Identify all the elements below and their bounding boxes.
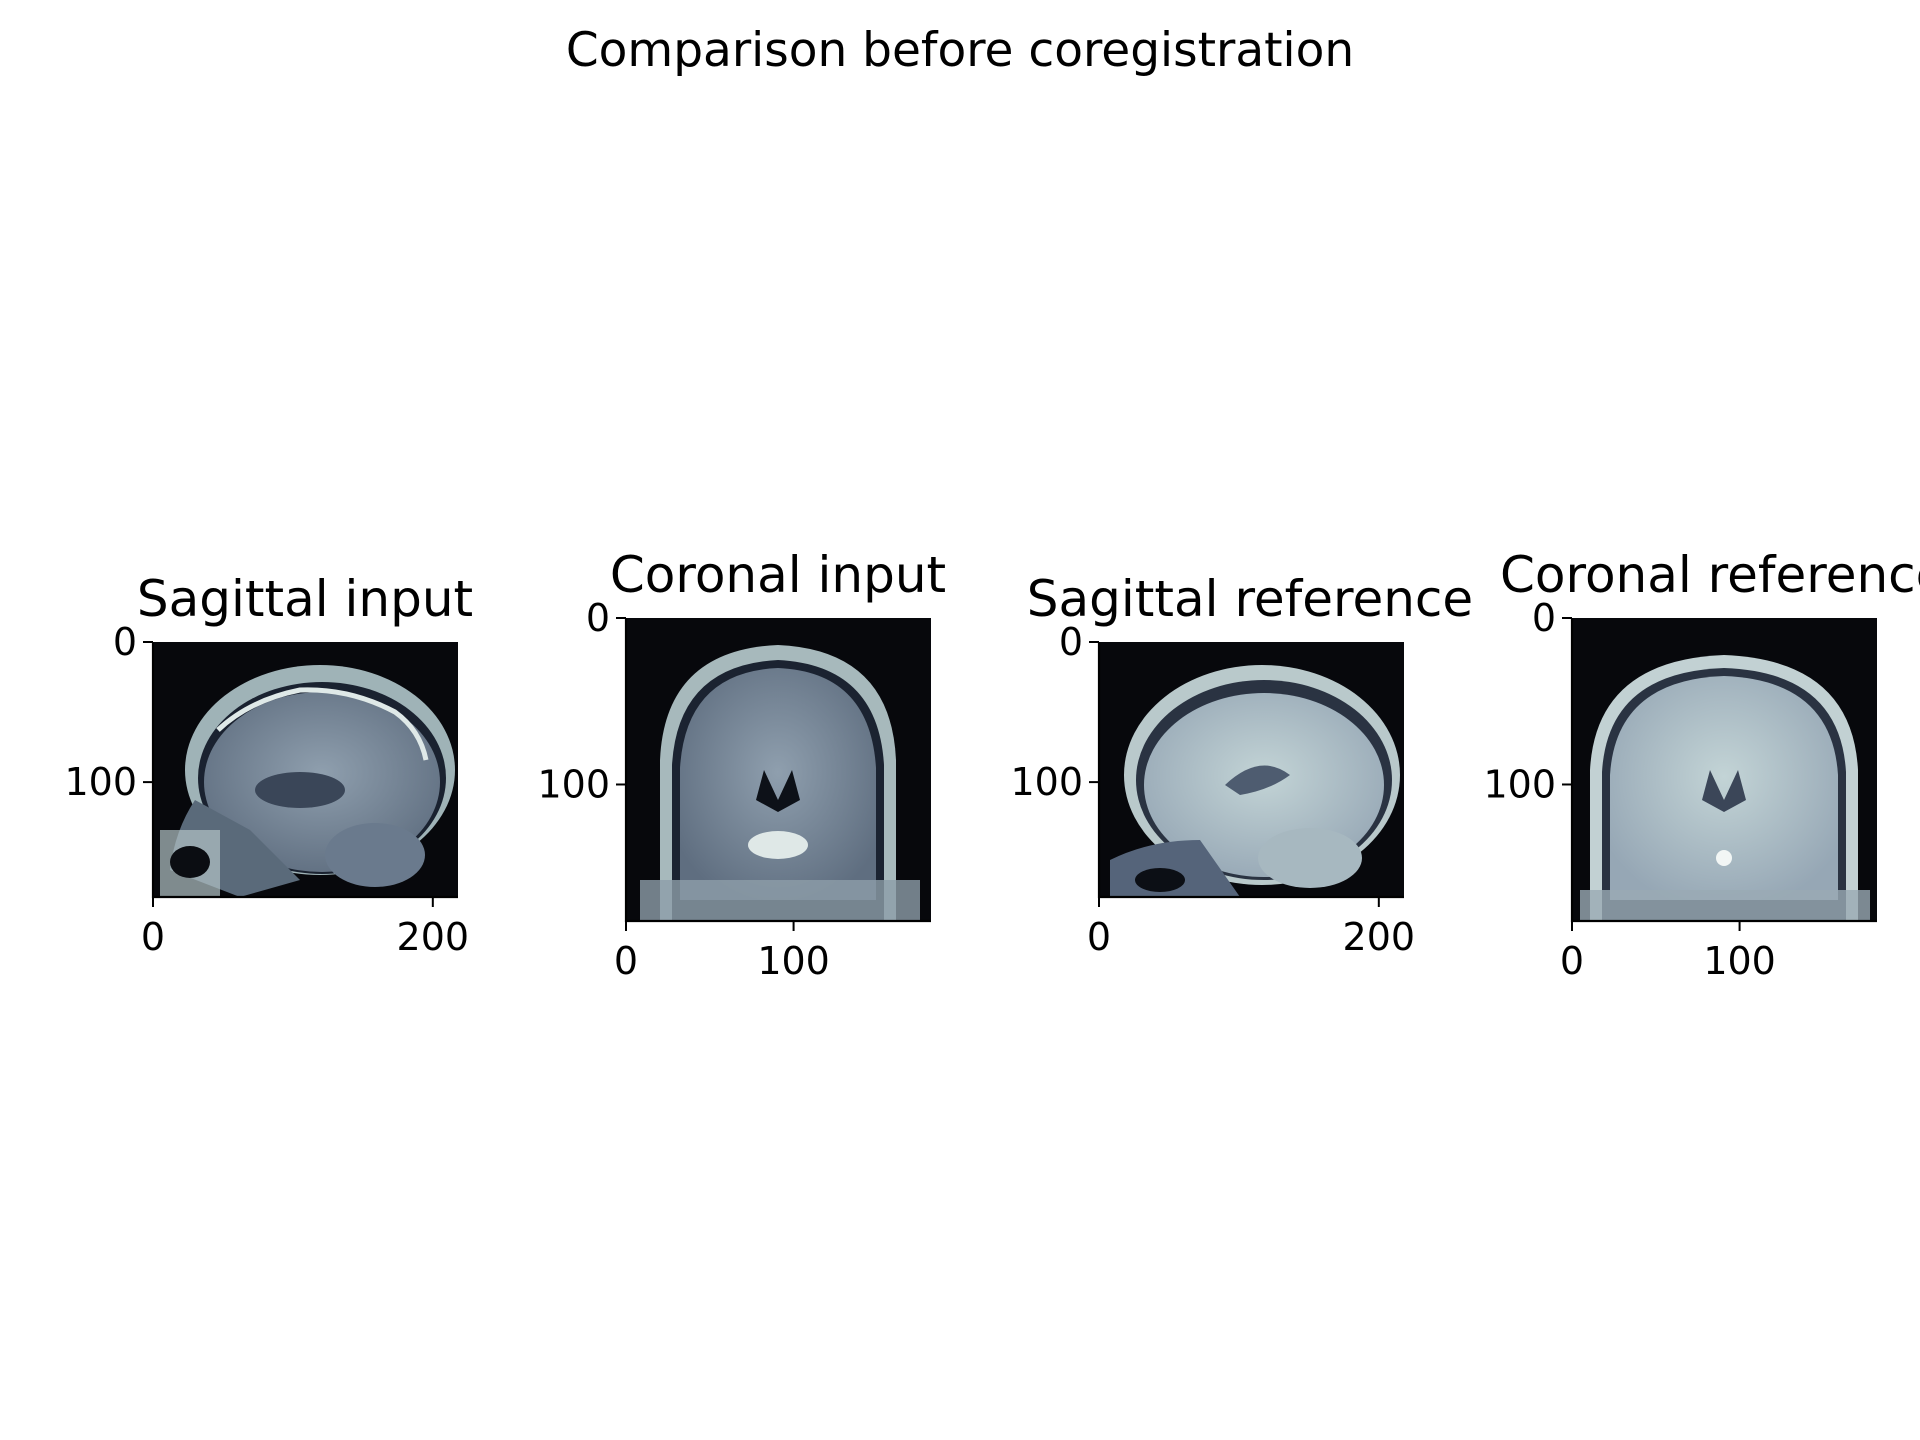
coronal-reference-slice [1580, 655, 1870, 921]
y-tick-label: 0 [586, 596, 610, 640]
x-tick-label: 0 [614, 939, 638, 983]
x-tick-label: 0 [1560, 939, 1584, 983]
x-tick-label: 100 [757, 939, 830, 983]
y-tick-label: 0 [113, 620, 137, 664]
y-tick-label: 0 [1532, 596, 1556, 640]
sagittal-input-slice [160, 665, 455, 897]
y-tick-label: 0 [1059, 620, 1083, 664]
panel-sagittal-input: Sagittal input [137, 570, 473, 899]
x-tick-label: 0 [1087, 915, 1111, 959]
tick-layer: 0 200 0 100 0 100 0 100 0 200 0 100 0 100 0 100 [64, 596, 1775, 983]
panel-title: Sagittal input [137, 570, 473, 628]
y-tick-label: 100 [537, 762, 610, 806]
panel-coronal-reference: Coronal reference [1500, 546, 1920, 923]
x-tick-label: 200 [397, 915, 470, 959]
coronal-input-slice [640, 645, 920, 921]
sagittal-reference-slice [1110, 665, 1400, 897]
figure-title: Comparison before coregistration [566, 23, 1354, 78]
panel-title: Coronal reference [1500, 546, 1920, 604]
panel-coronal-input: Coronal input [610, 546, 946, 923]
panel-sagittal-reference: Sagittal reference [1027, 570, 1473, 899]
x-tick-label: 100 [1703, 939, 1776, 983]
panel-title: Sagittal reference [1027, 570, 1473, 628]
y-tick-label: 100 [64, 760, 137, 804]
y-tick-label: 100 [1010, 760, 1083, 804]
x-tick-label: 0 [141, 915, 165, 959]
panel-title: Coronal input [610, 546, 946, 604]
x-tick-label: 200 [1343, 915, 1416, 959]
y-tick-label: 100 [1483, 762, 1556, 806]
